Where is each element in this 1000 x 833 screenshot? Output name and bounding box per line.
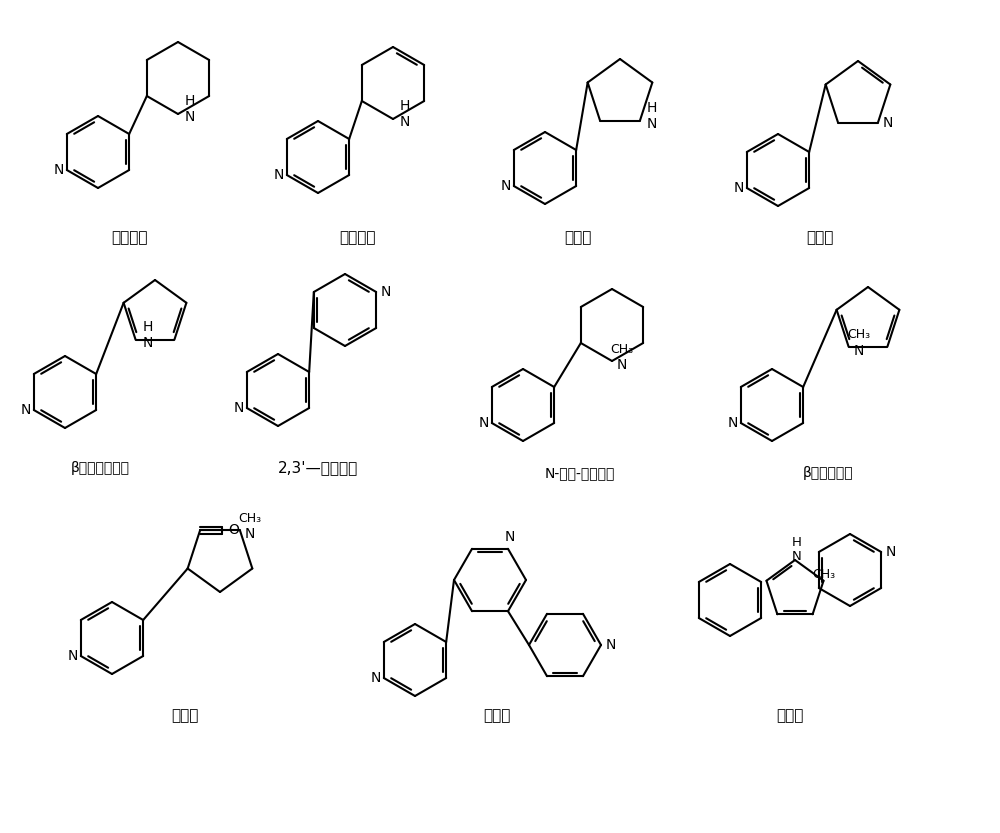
Text: 哈尔碱: 哈尔碱	[776, 709, 804, 724]
Text: 麦斯明: 麦斯明	[806, 231, 834, 246]
Text: N: N	[274, 168, 284, 182]
Text: N: N	[234, 401, 244, 415]
Text: O: O	[229, 523, 239, 537]
Text: N-甲基-假木贼碱: N-甲基-假木贼碱	[545, 466, 615, 480]
Text: N: N	[883, 116, 893, 129]
Text: N: N	[381, 285, 391, 299]
Text: H: H	[185, 94, 195, 108]
Text: N: N	[371, 671, 381, 685]
Text: N: N	[728, 416, 738, 430]
Text: N: N	[792, 551, 802, 563]
Text: 2,3'—二联吡啶: 2,3'—二联吡啶	[278, 461, 358, 476]
Text: N: N	[245, 527, 255, 541]
Text: N: N	[617, 358, 627, 372]
Text: 新烟草碱: 新烟草碱	[340, 231, 376, 246]
Text: N: N	[734, 181, 744, 195]
Text: N: N	[647, 117, 657, 131]
Text: 假木贼碱: 假木贼碱	[112, 231, 148, 246]
Text: β－二烯烟碱: β－二烯烟碱	[803, 466, 853, 480]
Text: H: H	[142, 320, 153, 334]
Text: 降烟碱: 降烟碱	[564, 231, 592, 246]
Text: N: N	[185, 110, 195, 124]
Text: N: N	[21, 403, 31, 417]
Text: N: N	[400, 115, 410, 129]
Text: H: H	[647, 101, 657, 114]
Text: CH₃: CH₃	[847, 328, 870, 342]
Text: N: N	[505, 530, 515, 544]
Text: H: H	[792, 536, 802, 550]
Text: H: H	[400, 99, 410, 113]
Text: N: N	[54, 163, 64, 177]
Text: N: N	[501, 179, 511, 193]
Text: N: N	[886, 545, 896, 559]
Text: 烟台林: 烟台林	[483, 709, 511, 724]
Text: N: N	[142, 336, 153, 350]
Text: CH₃: CH₃	[238, 512, 262, 525]
Text: 可替宁: 可替宁	[171, 709, 199, 724]
Text: CH₃: CH₃	[812, 567, 835, 581]
Text: N: N	[479, 416, 489, 430]
Text: N: N	[606, 638, 616, 652]
Text: CH₃: CH₃	[610, 342, 634, 356]
Text: N: N	[68, 649, 78, 663]
Text: β－二烯降烟碱: β－二烯降烟碱	[70, 461, 130, 475]
Text: N: N	[853, 344, 864, 357]
